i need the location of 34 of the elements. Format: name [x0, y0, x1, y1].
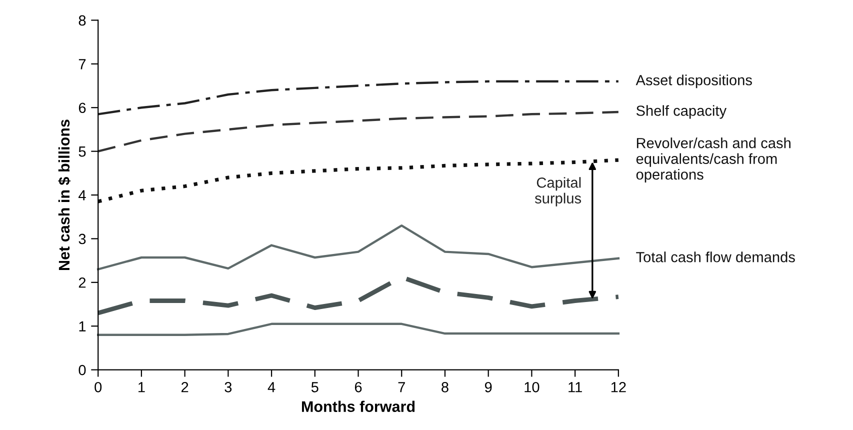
x-tick-label: 2: [181, 382, 188, 392]
series-label: Total cash flow demands: [636, 252, 795, 262]
x-tick-label: 1: [138, 382, 145, 392]
line-series: [96, 80, 620, 116]
x-tick-label: 6: [354, 382, 362, 392]
x-tick-label: 12: [611, 382, 626, 392]
y-tick-label: 7: [78, 59, 86, 70]
line-series: [96, 274, 621, 316]
series-label: Revolver/cash and cash equivalents/cash from operations: [636, 138, 790, 183]
y-tick-label: 5: [78, 146, 86, 157]
x-axis-title: Months forward: [302, 400, 415, 412]
line-series: [96, 224, 620, 270]
y-tick-label: 3: [78, 234, 86, 244]
y-axis-title: Net cash in $ billions: [58, 120, 71, 270]
x-tick-label: 8: [442, 382, 448, 392]
y-tick-label: 1: [79, 321, 86, 332]
x-tick-label: 5: [311, 382, 318, 392]
x-tick-label: 4: [268, 382, 276, 392]
y-tick-label: 8: [78, 15, 86, 26]
x-tick-label: 9: [484, 382, 492, 392]
x-tick-label: 11: [568, 382, 582, 392]
y-tick-label: 4: [78, 190, 86, 200]
x-tick-label: 10: [524, 382, 540, 392]
x-tick-label: 3: [224, 382, 232, 392]
line-series: [96, 110, 620, 152]
series-label: Asset dispositions: [636, 74, 752, 88]
series-label: Shelf capacity: [636, 105, 727, 119]
y-tick-label: 6: [78, 102, 86, 114]
line-series: [96, 322, 620, 336]
x-tick-label: 0: [94, 382, 102, 392]
annotation: Capital surplus: [534, 177, 582, 206]
x-tick-label: 7: [398, 382, 405, 392]
y-tick-label: 2: [78, 278, 86, 288]
y-tick-label: 0: [78, 364, 86, 376]
